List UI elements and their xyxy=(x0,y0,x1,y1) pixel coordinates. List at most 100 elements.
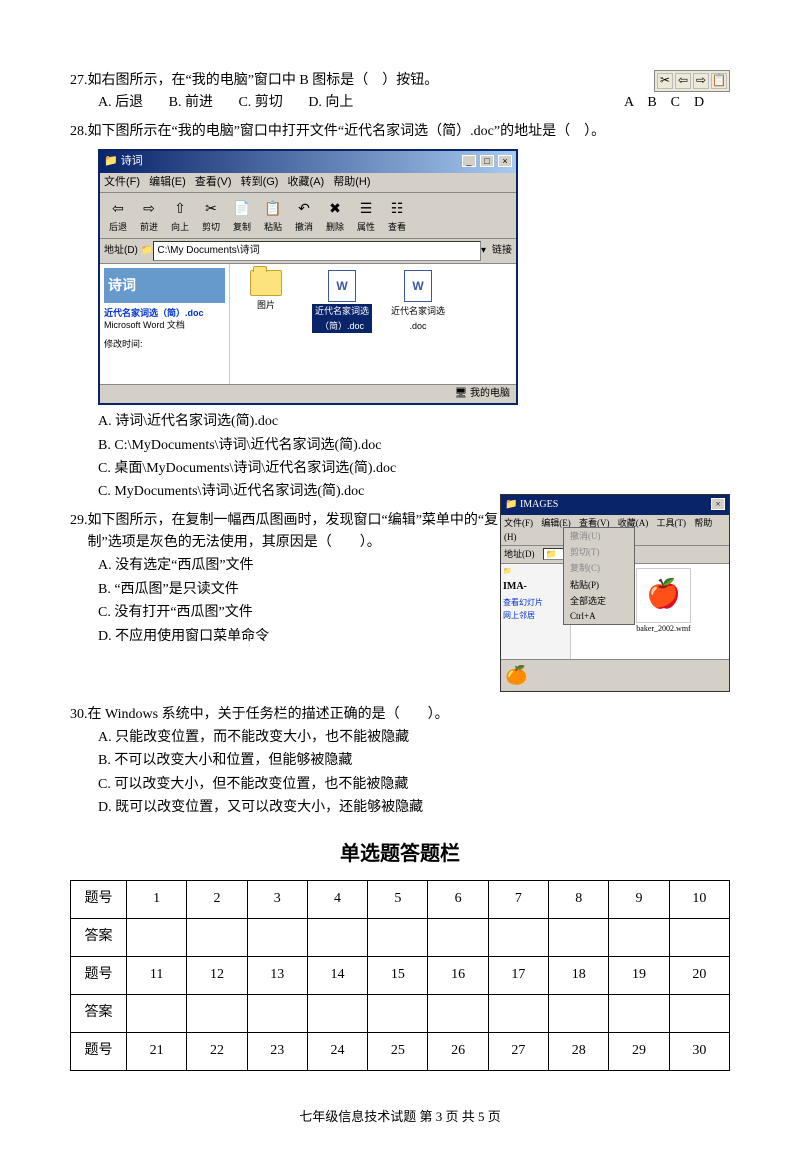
answer-cell[interactable] xyxy=(247,918,307,956)
question-number-cell: 25 xyxy=(368,1032,428,1070)
toolbar-撤消[interactable]: ↶撤消 xyxy=(290,196,318,235)
menu-view[interactable]: 查看(V) xyxy=(195,176,232,188)
explorer-window: 📁 诗词 _ □ × 文件(F) 编辑(E) 查看(V) 转到(G) 收藏(A)… xyxy=(98,149,518,405)
address-label: 地址(D) xyxy=(104,243,138,259)
close-icon[interactable]: × xyxy=(711,498,725,510)
menu-edit[interactable]: 编辑(E) xyxy=(149,176,186,188)
file-pane: 图片 W近代名家词选（简）.doc W近代名家词选 .doc xyxy=(230,264,516,384)
answer-cell[interactable] xyxy=(488,994,548,1032)
question-number-cell: 23 xyxy=(247,1032,307,1070)
menu-item: 复制(C) xyxy=(564,560,634,576)
orange-thumb: 🍊 xyxy=(505,665,527,685)
answer-cell[interactable] xyxy=(669,918,729,956)
menu-file[interactable]: 文件(F) xyxy=(104,176,140,188)
answer-cell[interactable] xyxy=(609,994,669,1032)
q28-text: 如下图所示在“我的电脑”窗口中打开文件“近代名家词选（简）.doc”的地址是（ … xyxy=(88,121,731,143)
address-bar: 地址(D) 📁 C:\My Documents\诗词 ▾ 链接 xyxy=(100,239,516,264)
images-sidebar: 📁 IMA- 查看幻灯片 网上邻居 xyxy=(501,564,571,659)
question-27: 27. 如右图所示，在“我的电脑”窗口中 B 图标是（ ）按钮。 ✂ ⇦ ⇨ 📋… xyxy=(70,70,730,115)
menu-item[interactable]: 全部选定 Ctrl+A xyxy=(564,593,634,624)
answer-cell[interactable] xyxy=(428,918,488,956)
q30-text: 在 Windows 系统中，关于任务栏的描述正确的是（ ）。 xyxy=(88,704,731,726)
question-number-cell: 29 xyxy=(609,1032,669,1070)
file-item[interactable]: 图片 xyxy=(236,270,296,312)
q27-opt-a: A. 后退 xyxy=(98,95,143,110)
q29-text: 如下图所示，在复制一幅西瓜图画时，发现窗口“编辑”菜单中的“复制”选项是灰色的无… xyxy=(88,510,501,555)
q29-number: 29. xyxy=(70,510,88,532)
images-title: IMAGES xyxy=(520,499,558,510)
question-number-cell: 21 xyxy=(127,1032,187,1070)
page-footer: 七年级信息技术试题 第 3 页 共 5 页 xyxy=(70,1107,730,1128)
title-bar: 📁 诗词 _ □ × xyxy=(100,151,516,173)
question-number-cell: 6 xyxy=(428,880,488,918)
menu-item[interactable]: 粘贴(P) xyxy=(564,577,634,593)
network-link[interactable]: 网上邻居 xyxy=(503,610,568,623)
menu-tools[interactable]: 工具(T) xyxy=(657,518,687,528)
menu-go[interactable]: 转到(G) xyxy=(241,176,279,188)
answer-cell[interactable] xyxy=(549,994,609,1032)
question-number-cell: 28 xyxy=(549,1032,609,1070)
answer-cell[interactable] xyxy=(307,994,367,1032)
sidebar-filetype: Microsoft Word 文档 xyxy=(104,319,225,332)
toolbar-查看[interactable]: ☷查看 xyxy=(383,196,411,235)
answer-cell[interactable] xyxy=(488,918,548,956)
question-number-cell: 26 xyxy=(428,1032,488,1070)
forward-arrow-icon: ⇨ xyxy=(693,73,709,89)
answer-cell[interactable] xyxy=(187,994,247,1032)
file-item[interactable]: W近代名家词选（简）.doc xyxy=(312,270,372,333)
q28-opt-a: A. 诗词\近代名家词选(简).doc xyxy=(98,411,730,433)
answer-cell[interactable] xyxy=(127,994,187,1032)
answer-cell[interactable] xyxy=(428,994,488,1032)
question-number-cell: 5 xyxy=(368,880,428,918)
answer-cell[interactable] xyxy=(549,918,609,956)
toolbar-删除[interactable]: ✖删除 xyxy=(321,196,349,235)
address-input[interactable]: C:\My Documents\诗词 xyxy=(153,241,481,261)
links-button[interactable]: 链接 xyxy=(492,243,512,259)
q27-letter-labels: A B C D xyxy=(622,92,730,114)
q27-icon-strip: ✂ ⇦ ⇨ 📋 xyxy=(654,70,730,92)
question-29: 29. 如下图所示，在复制一幅西瓜图画时，发现窗口“编辑”菜单中的“复制”选项是… xyxy=(70,510,730,692)
answer-cell[interactable] xyxy=(127,918,187,956)
minimize-icon[interactable]: _ xyxy=(462,155,476,167)
question-number-cell: 7 xyxy=(488,880,548,918)
question-number-cell: 9 xyxy=(609,880,669,918)
question-number-cell: 16 xyxy=(428,956,488,994)
q27-opt-d: D. 向上 xyxy=(308,95,353,110)
sidebar: 诗词 近代名家词选（简）.doc Microsoft Word 文档 修改时间: xyxy=(100,264,230,384)
answer-cell[interactable] xyxy=(187,918,247,956)
answer-cell[interactable] xyxy=(307,918,367,956)
question-30: 30. 在 Windows 系统中，关于任务栏的描述正确的是（ ）。 A. 只能… xyxy=(70,704,730,820)
toolbar-向上[interactable]: ⇧向上 xyxy=(166,196,194,235)
status-bar: 🖥 我的电脑 xyxy=(100,384,516,403)
answer-table: 题号12345678910答案题号11121314151617181920答案题… xyxy=(70,880,730,1071)
question-number-cell: 13 xyxy=(247,956,307,994)
apple-thumb[interactable]: 🍎 xyxy=(636,568,691,623)
answer-cell[interactable] xyxy=(247,994,307,1032)
toolbar-剪切[interactable]: ✂剪切 xyxy=(197,196,225,235)
answer-cell[interactable] xyxy=(368,994,428,1032)
question-number-cell: 4 xyxy=(307,880,367,918)
close-icon[interactable]: × xyxy=(498,155,512,167)
answer-cell[interactable] xyxy=(669,994,729,1032)
menu-help[interactable]: 帮助(H) xyxy=(333,176,370,188)
answer-cell[interactable] xyxy=(368,918,428,956)
toolbar-后退[interactable]: ⇦后退 xyxy=(104,196,132,235)
menu-file[interactable]: 文件(F) xyxy=(504,518,533,528)
toolbar-前进[interactable]: ⇨前进 xyxy=(135,196,163,235)
question-number-cell: 20 xyxy=(669,956,729,994)
slideshow-link[interactable]: 查看幻灯片 xyxy=(503,597,568,610)
images-title-bar: 📁 IMAGES × xyxy=(501,495,729,515)
dropdown-icon[interactable]: ▾ xyxy=(481,243,486,259)
apple-label: baker_2002.wmf xyxy=(636,623,691,636)
row-label-answer: 答案 xyxy=(71,994,127,1032)
maximize-icon[interactable]: □ xyxy=(480,155,494,167)
sidebar-title: 诗词 xyxy=(104,268,225,302)
toolbar-复制[interactable]: 📄复制 xyxy=(228,196,256,235)
window-title: 诗词 xyxy=(121,155,143,167)
question-28: 28. 如下图所示在“我的电脑”窗口中打开文件“近代名家词选（简）.doc”的地… xyxy=(70,121,730,504)
menu-fav[interactable]: 收藏(A) xyxy=(288,176,325,188)
toolbar-属性[interactable]: ☰属性 xyxy=(352,196,380,235)
answer-cell[interactable] xyxy=(609,918,669,956)
file-item[interactable]: W近代名家词选 .doc xyxy=(388,270,448,333)
toolbar-粘贴[interactable]: 📋粘贴 xyxy=(259,196,287,235)
